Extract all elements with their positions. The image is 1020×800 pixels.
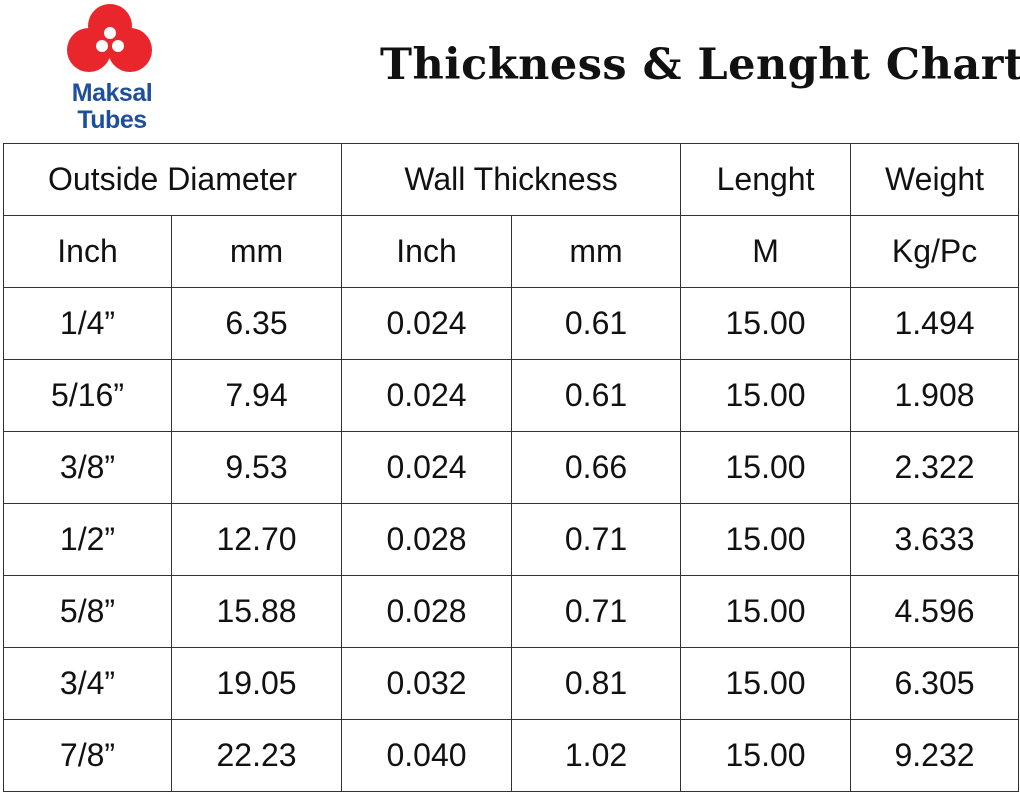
logo-text-line1: Maksal [71,79,153,107]
table-cell: 15.00 [680,431,852,504]
unit-header: mm [511,215,682,288]
table-cell: 0.71 [511,575,682,648]
unit-header: mm [170,215,343,288]
table-cell: 5/8” [3,575,172,648]
table-cell: 1.02 [511,719,682,792]
table-cell: 15.00 [680,719,852,792]
table-row: 5/8” 15.88 0.028 0.71 15.00 4.596 [3,575,1020,648]
table-cell: 1/2” [3,503,172,576]
header-wall-thickness: Wall Thickness [341,143,682,216]
header-length: Lenght [680,143,852,216]
table-cell: 3/8” [3,431,172,504]
table-cell: 0.024 [341,431,513,504]
maksal-tubes-logo: Maksal Tubes [62,0,162,140]
header-outside-diameter: Outside Diameter [2,143,343,216]
table-cell: 19.05 [170,647,343,720]
table-cell: 0.032 [341,647,513,720]
table-cell: 0.71 [511,503,682,576]
table-cell: 0.024 [341,359,513,432]
unit-header: M [680,215,852,288]
unit-header: Inch [341,215,513,288]
table-cell: 0.028 [341,503,513,576]
table-row: 7/8” 22.23 0.040 1.02 15.00 9.232 [3,719,1020,792]
table-cell: 22.23 [170,719,343,792]
table-row: 3/8” 9.53 0.024 0.66 15.00 2.322 [3,431,1020,504]
table-row: 3/4” 19.05 0.032 0.81 15.00 6.305 [3,647,1020,720]
table-cell: 3/4” [3,647,172,720]
table-cell: 15.00 [680,503,852,576]
table-cell: 0.028 [341,575,513,648]
page-title: Thickness & Lenght Chart [380,40,1020,90]
table-cell: 0.040 [341,719,513,792]
table-cell: 0.61 [511,287,682,360]
table-cell: 1.494 [850,287,1020,360]
table-cell: 3.633 [850,503,1020,576]
group-header-row: Outside Diameter Wall Thickness Lenght W… [2,143,1020,216]
table-cell: 0.81 [511,647,682,720]
logo-circles-icon [67,4,152,72]
unit-header-row: Inch mm Inch mm M Kg/Pc [3,215,1020,288]
thickness-length-table: Outside Diameter Wall Thickness Lenght W… [2,143,1020,792]
table-row: 5/16” 7.94 0.024 0.61 15.00 1.908 [3,359,1020,432]
table-row: 1/4” 6.35 0.024 0.61 15.00 1.494 [3,287,1020,360]
table-cell: 0.66 [511,431,682,504]
table-cell: 15.00 [680,287,852,360]
table-cell: 15.88 [170,575,343,648]
table-row: 1/2” 12.70 0.028 0.71 15.00 3.633 [3,503,1020,576]
logo-text-line2: Tubes [77,106,147,134]
table-cell: 1.908 [850,359,1020,432]
unit-header: Inch [3,215,172,288]
table-cell: 15.00 [680,647,852,720]
table-cell: 1/4” [3,287,172,360]
table-cell: 15.00 [680,359,852,432]
table-cell: 7/8” [3,719,172,792]
table-cell: 6.35 [170,287,343,360]
unit-header: Kg/Pc [850,215,1020,288]
table-cell: 5/16” [3,359,172,432]
header-weight: Weight [850,143,1020,216]
table-cell: 0.61 [511,359,682,432]
table-cell: 7.94 [170,359,343,432]
table-cell: 9.232 [850,719,1020,792]
table-cell: 2.322 [850,431,1020,504]
table-cell: 12.70 [170,503,343,576]
table-cell: 6.305 [850,647,1020,720]
table-cell: 15.00 [680,575,852,648]
table-cell: 4.596 [850,575,1020,648]
table-cell: 9.53 [170,431,343,504]
table-cell: 0.024 [341,287,513,360]
